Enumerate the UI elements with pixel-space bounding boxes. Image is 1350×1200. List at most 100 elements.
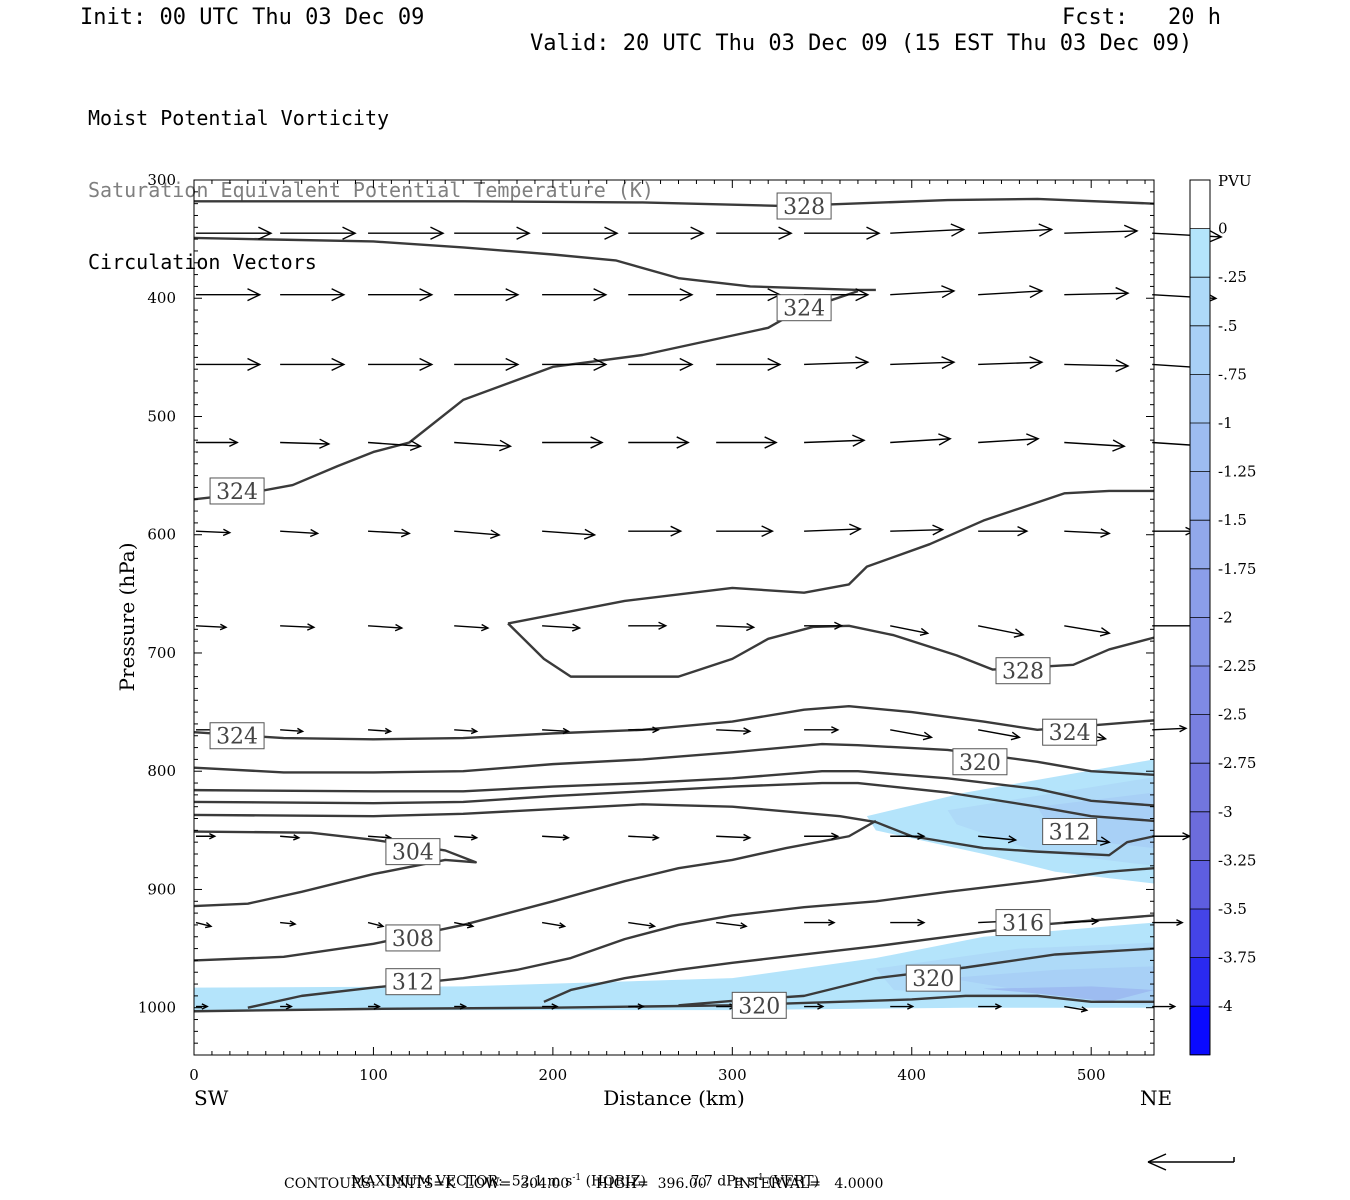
contour-label: 312 bbox=[1042, 818, 1098, 846]
circulation-vector bbox=[542, 226, 619, 240]
colorbar-swatch bbox=[1190, 1006, 1210, 1056]
contour-label-layer: 328 324 324 328 324 324 320 312 304 316 308 312 320 3… bbox=[209, 192, 1098, 1019]
theta-contour bbox=[507, 622, 1155, 678]
circulation-vector bbox=[280, 226, 357, 240]
circulation-vector bbox=[280, 834, 301, 841]
unit-exponent: -1 bbox=[572, 1173, 582, 1183]
circulation-vector bbox=[280, 920, 297, 927]
contour-label: 320 bbox=[731, 991, 787, 1019]
colorbar-label: -.25 bbox=[1218, 268, 1247, 286]
contour-label: 308 bbox=[385, 924, 441, 952]
circulation-vector bbox=[628, 621, 668, 630]
circulation-vector bbox=[890, 729, 934, 741]
circulation-vector bbox=[368, 623, 404, 632]
x-tick-label: 200 bbox=[539, 1066, 568, 1084]
circulation-vector bbox=[542, 528, 597, 540]
circulation-vector bbox=[804, 621, 844, 630]
tick-layer: 300 400 500 600 700 800 900 1000 0 100 200 300 400 50… bbox=[138, 171, 1154, 1084]
circulation-vector bbox=[978, 1003, 1003, 1010]
theta-contour bbox=[193, 819, 877, 962]
theta-contour bbox=[543, 914, 1155, 1003]
colorbar-label: -1.75 bbox=[1218, 560, 1256, 578]
circulation-vector bbox=[628, 921, 657, 929]
colorbar-swatch bbox=[1190, 957, 1210, 1007]
valid-time: Valid: 20 UTC Thu 03 Dec 09 (15 EST Thu … bbox=[530, 31, 1193, 56]
max-vector-horiz: 52.1 m s bbox=[511, 1173, 573, 1190]
colorbar-label: -1 bbox=[1218, 414, 1233, 432]
circulation-vector bbox=[978, 729, 1021, 741]
circulation-vector bbox=[541, 921, 567, 929]
axis-label-layer: Pressure (hPa) Distance (km) SW NE bbox=[115, 543, 1172, 1110]
circulation-vector bbox=[804, 434, 866, 447]
circulation-vector bbox=[890, 625, 930, 636]
circulation-vector bbox=[454, 727, 479, 735]
max-vector-label: MAXIMUM VECTOR: bbox=[350, 1173, 503, 1190]
contour-label-text: 324 bbox=[216, 480, 258, 505]
colorbar-label: -2.75 bbox=[1218, 754, 1256, 772]
contour-label-text: 324 bbox=[783, 297, 825, 322]
contour-label-text: 308 bbox=[392, 927, 434, 952]
circulation-vector bbox=[196, 226, 273, 240]
theta-contour bbox=[194, 197, 1155, 208]
circulation-vector bbox=[542, 834, 570, 841]
circulation-vector bbox=[196, 288, 262, 302]
field-label-mpv: Moist Potential Vorticity bbox=[88, 106, 390, 130]
contour-label: 304 bbox=[385, 838, 441, 866]
contour-label-text: 316 bbox=[1002, 912, 1044, 937]
colorbar-swatch bbox=[1190, 325, 1210, 375]
colorbar-label: -4 bbox=[1218, 997, 1233, 1015]
circulation-vector bbox=[542, 288, 608, 302]
circulation-vector bbox=[804, 356, 870, 370]
circulation-vector bbox=[454, 357, 520, 372]
colorbar-swatch bbox=[1190, 520, 1210, 570]
theta-contour bbox=[507, 489, 1154, 625]
circulation-vector bbox=[454, 834, 479, 841]
circulation-vector bbox=[1064, 439, 1126, 452]
theta-contour bbox=[193, 704, 1155, 741]
circulation-vector bbox=[1064, 528, 1111, 538]
theta-contour bbox=[193, 236, 876, 292]
colorbar-label: -1.25 bbox=[1218, 463, 1256, 481]
colorbar-swatch bbox=[1190, 860, 1210, 910]
contour-label-text: 324 bbox=[216, 725, 258, 750]
colorbar-label: -2.25 bbox=[1218, 657, 1256, 675]
theta-contour bbox=[193, 781, 1155, 823]
contour-label: 328 bbox=[995, 657, 1051, 685]
colorbar-swatch bbox=[1190, 228, 1210, 278]
circulation-vector bbox=[716, 288, 782, 302]
forecast-hour: Fcst: 20 h bbox=[1062, 5, 1221, 30]
theta-contour bbox=[193, 770, 1155, 807]
colorbar-label: -2.5 bbox=[1218, 706, 1247, 724]
circulation-vector bbox=[628, 288, 694, 302]
circulation-vector bbox=[196, 357, 262, 372]
circulation-vector bbox=[280, 438, 331, 449]
circulation-vector bbox=[367, 921, 385, 929]
x-tick-label: 400 bbox=[897, 1066, 926, 1084]
unit-exponent: -1 bbox=[754, 1173, 764, 1183]
circulation-vector bbox=[454, 226, 531, 240]
horiz-tag: (HORIZ) bbox=[585, 1173, 646, 1190]
pv-shade-region bbox=[983, 986, 1154, 1002]
circulation-vector bbox=[716, 727, 752, 735]
contour-label: 312 bbox=[385, 968, 441, 996]
circulation-vector bbox=[978, 223, 1054, 237]
circulation-vector bbox=[1064, 359, 1130, 373]
circulation-vector bbox=[454, 921, 475, 929]
circulation-vector bbox=[804, 726, 840, 734]
colorbar-swatch bbox=[1190, 666, 1210, 716]
circulation-vector bbox=[195, 921, 213, 929]
contour-label-text: 312 bbox=[1049, 821, 1091, 846]
circulation-vector bbox=[195, 528, 232, 537]
circulation-vector bbox=[628, 226, 705, 240]
contour-label: 320 bbox=[905, 964, 961, 992]
circulation-vector bbox=[890, 524, 945, 536]
colorbar-label: -3.25 bbox=[1218, 851, 1256, 869]
y-tick-label: 1000 bbox=[138, 999, 176, 1017]
contours-info: CONTOURS: UNITS=K LOW= 304.00 HIGH= 396.… bbox=[284, 1176, 884, 1192]
cross-section-chart: 300 400 500 600 700 800 900 1000 0 100 200 300 400 50… bbox=[115, 171, 1256, 1110]
colorbar-label: -1.5 bbox=[1218, 511, 1247, 529]
circulation-vector bbox=[368, 727, 393, 735]
circulation-vector bbox=[978, 356, 1044, 370]
circulation-vector bbox=[890, 1003, 915, 1010]
field-label-thetaes: Saturation Equivalent Potential Temperat… bbox=[88, 178, 654, 202]
